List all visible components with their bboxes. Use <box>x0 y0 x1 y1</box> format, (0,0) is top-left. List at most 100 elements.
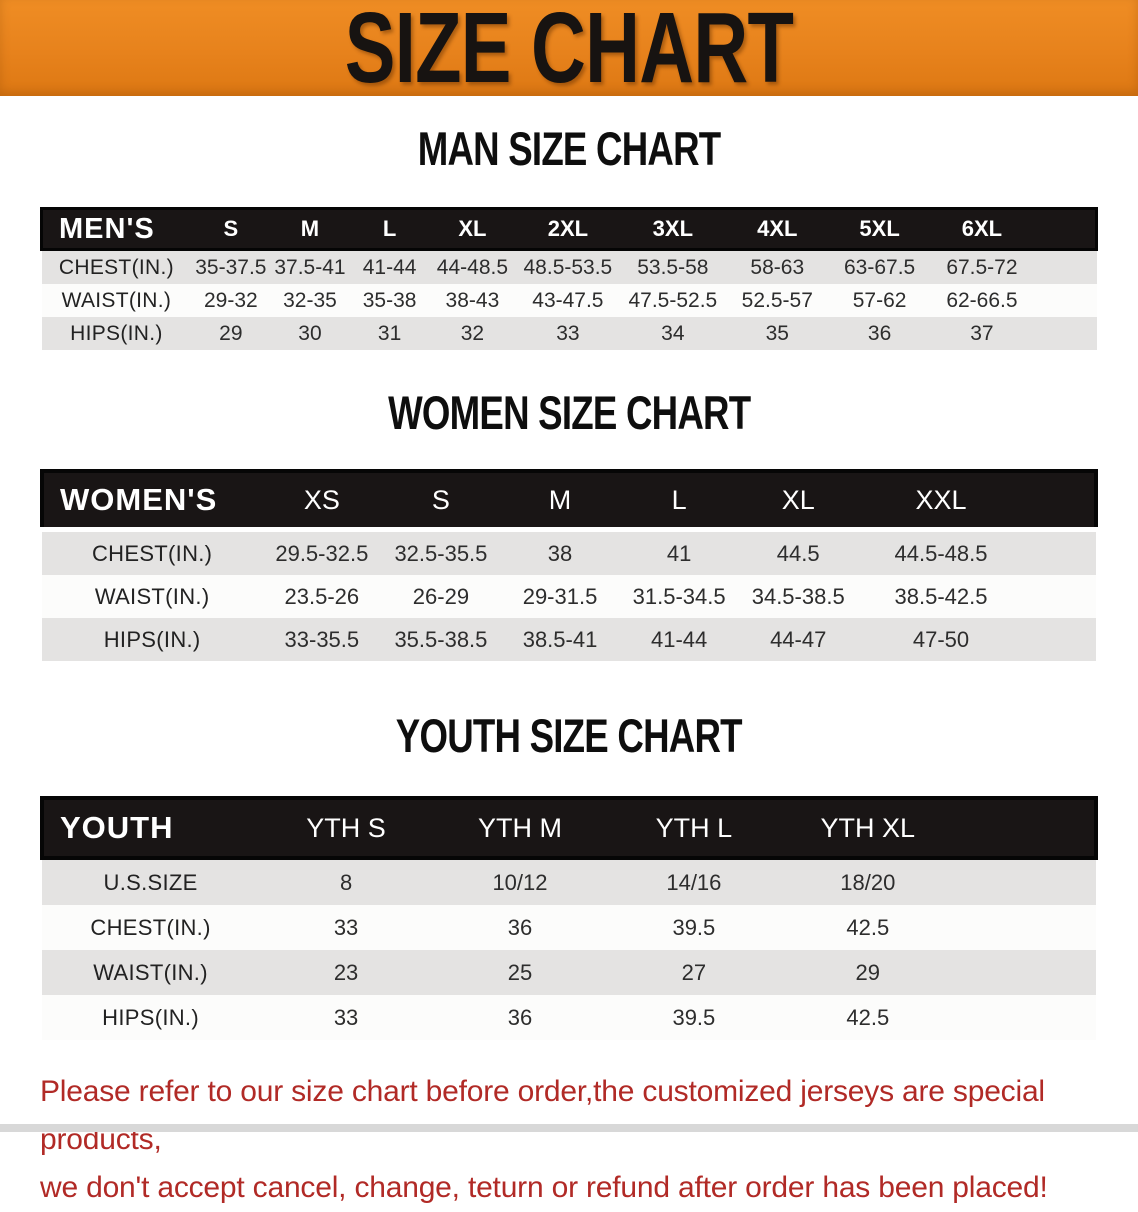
value-cell: 31.5-34.5 <box>619 575 739 618</box>
size-header-cell: 3XL <box>620 207 726 251</box>
value-cell: 35 <box>725 317 830 350</box>
row-label-cell: HIPS(IN.) <box>42 995 260 1040</box>
table-row: WAIST(IN.) 29-32 32-35 35-38 38-43 43-47.5 47.… <box>41 284 1097 317</box>
value-cell: 14/16 <box>606 856 781 905</box>
value-cell: 8 <box>259 856 434 905</box>
women-section-heading: WOMEN SIZE CHART <box>0 386 1138 445</box>
header-filler-cell <box>1024 469 1098 532</box>
value-cell: 27 <box>606 950 781 995</box>
bottom-edge-strip <box>0 1124 1138 1132</box>
size-header-cell: 5XL <box>829 207 930 251</box>
value-cell: 30 <box>270 317 350 350</box>
row-label-cell: HIPS(IN.) <box>42 618 263 661</box>
size-header-cell: XL <box>429 207 516 251</box>
value-cell: 44-47 <box>738 618 858 661</box>
row-filler-cell <box>954 950 1096 995</box>
size-header-cell: XXL <box>857 469 1025 532</box>
table-row: HIPS(IN.) 33-35.5 35.5-38.5 38.5-41 41-44 44-… <box>42 618 1096 661</box>
value-cell: 38.5-41 <box>500 618 620 661</box>
table-row: HIPS(IN.) 33 36 39.5 42.5 <box>42 995 1096 1040</box>
value-cell: 34 <box>620 317 726 350</box>
value-cell: 42.5 <box>780 905 955 950</box>
value-cell: 32.5-35.5 <box>381 527 501 575</box>
youth-section-heading-text: YOUTH SIZE CHART <box>396 709 743 762</box>
row-label-cell: CHEST(IN.) <box>42 905 260 950</box>
value-cell: 38-43 <box>429 284 516 317</box>
women-section-heading-text: WOMEN SIZE CHART <box>387 386 751 439</box>
size-header-cell: YTH M <box>433 796 607 860</box>
value-cell: 32-35 <box>270 284 350 317</box>
size-header-cell: 6XL <box>929 207 1035 251</box>
men-section-heading: MAN SIZE CHART <box>0 125 1138 181</box>
value-cell: 41 <box>619 527 739 575</box>
value-cell: 37.5-41 <box>270 248 350 284</box>
size-header-cell: L <box>619 469 739 532</box>
table-row: HIPS(IN.) 29 30 31 32 33 34 35 36 37 <box>41 317 1097 350</box>
row-filler-cell <box>1034 248 1097 284</box>
row-label-cell: CHEST(IN.) <box>41 248 192 284</box>
value-cell: 38.5-42.5 <box>857 575 1025 618</box>
value-cell: 29-31.5 <box>500 575 620 618</box>
value-cell: 34.5-38.5 <box>738 575 858 618</box>
value-cell: 32 <box>429 317 516 350</box>
row-filler-cell <box>1024 618 1096 661</box>
value-cell: 10/12 <box>433 856 607 905</box>
row-label-cell: WAIST(IN.) <box>41 284 192 317</box>
value-cell: 29-32 <box>191 284 271 317</box>
size-header-cell: XS <box>262 469 382 532</box>
value-cell: 47-50 <box>857 618 1025 661</box>
table-name-cell: YOUTH <box>39 796 260 860</box>
value-cell: 42.5 <box>780 995 955 1040</box>
youth-section-heading: YOUTH SIZE CHART <box>0 709 1138 768</box>
value-cell: 33-35.5 <box>262 618 382 661</box>
value-cell: 36 <box>433 905 607 950</box>
value-cell: 36 <box>433 995 607 1040</box>
value-cell: 31 <box>349 317 430 350</box>
value-cell: 26-29 <box>381 575 501 618</box>
value-cell: 25 <box>433 950 607 995</box>
size-header-cell: YTH S <box>259 796 434 860</box>
table-row: WAIST(IN.) 23 25 27 29 <box>42 950 1096 995</box>
value-cell: 35-37.5 <box>191 248 271 284</box>
row-label-cell: U.S.SIZE <box>42 856 260 905</box>
content: MAN SIZE CHART MEN'S S M L XL 2XL 3XL 4XL 5XL 6XL… <box>0 125 1138 1212</box>
row-label-cell: HIPS(IN.) <box>41 317 192 350</box>
youth-size-table: YOUTH YTH S YTH M YTH L YTH XL U.S.SIZE 8 10/12… <box>39 796 1099 1040</box>
table-name-cell: MEN'S <box>40 207 192 251</box>
value-cell: 57-62 <box>829 284 930 317</box>
section-women: WOMEN SIZE CHART WOMEN'S XS S M L XL XXL CHEST(… <box>0 386 1138 661</box>
value-cell: 29.5-32.5 <box>262 527 382 575</box>
value-cell: 23.5-26 <box>262 575 382 618</box>
row-filler-cell <box>954 995 1096 1040</box>
value-cell: 53.5-58 <box>620 248 726 284</box>
value-cell: 52.5-57 <box>725 284 830 317</box>
value-cell: 44-48.5 <box>429 248 516 284</box>
value-cell: 33 <box>515 317 621 350</box>
size-header-cell: M <box>270 207 350 251</box>
table-row: CHEST(IN.) 35-37.5 37.5-41 41-44 44-48.5 48.5… <box>41 248 1097 284</box>
size-header-cell: YTH L <box>606 796 781 860</box>
value-cell: 39.5 <box>606 905 781 950</box>
row-label-cell: WAIST(IN.) <box>42 950 260 995</box>
women-size-table: WOMEN'S XS S M L XL XXL CHEST(IN.) 29.5-32.5 32.5… <box>39 469 1098 661</box>
size-header-cell: YTH XL <box>780 796 955 860</box>
value-cell: 36 <box>829 317 930 350</box>
table-row: WAIST(IN.) 23.5-26 26-29 29-31.5 31.5-34.5 34… <box>42 575 1096 618</box>
row-filler-cell <box>954 856 1096 905</box>
size-table-header-row: WOMEN'S XS S M L XL XXL <box>39 469 1098 532</box>
size-header-cell: S <box>381 469 501 532</box>
row-label-cell: CHEST(IN.) <box>42 527 263 575</box>
value-cell: 38 <box>500 527 620 575</box>
value-cell: 29 <box>191 317 271 350</box>
value-cell: 37 <box>929 317 1035 350</box>
size-table-header-row: YOUTH YTH S YTH M YTH L YTH XL <box>39 796 1099 860</box>
value-cell: 29 <box>780 950 955 995</box>
value-cell: 41-44 <box>349 248 430 284</box>
size-header-cell: S <box>191 207 271 251</box>
value-cell: 62-66.5 <box>929 284 1035 317</box>
men-size-table: MEN'S S M L XL 2XL 3XL 4XL 5XL 6XL CHEST(IN.) 35-37… <box>40 207 1099 350</box>
value-cell: 35.5-38.5 <box>381 618 501 661</box>
value-cell: 41-44 <box>619 618 739 661</box>
disclaimer-line-2: we don't accept cancel, change, teturn o… <box>40 1171 1048 1204</box>
